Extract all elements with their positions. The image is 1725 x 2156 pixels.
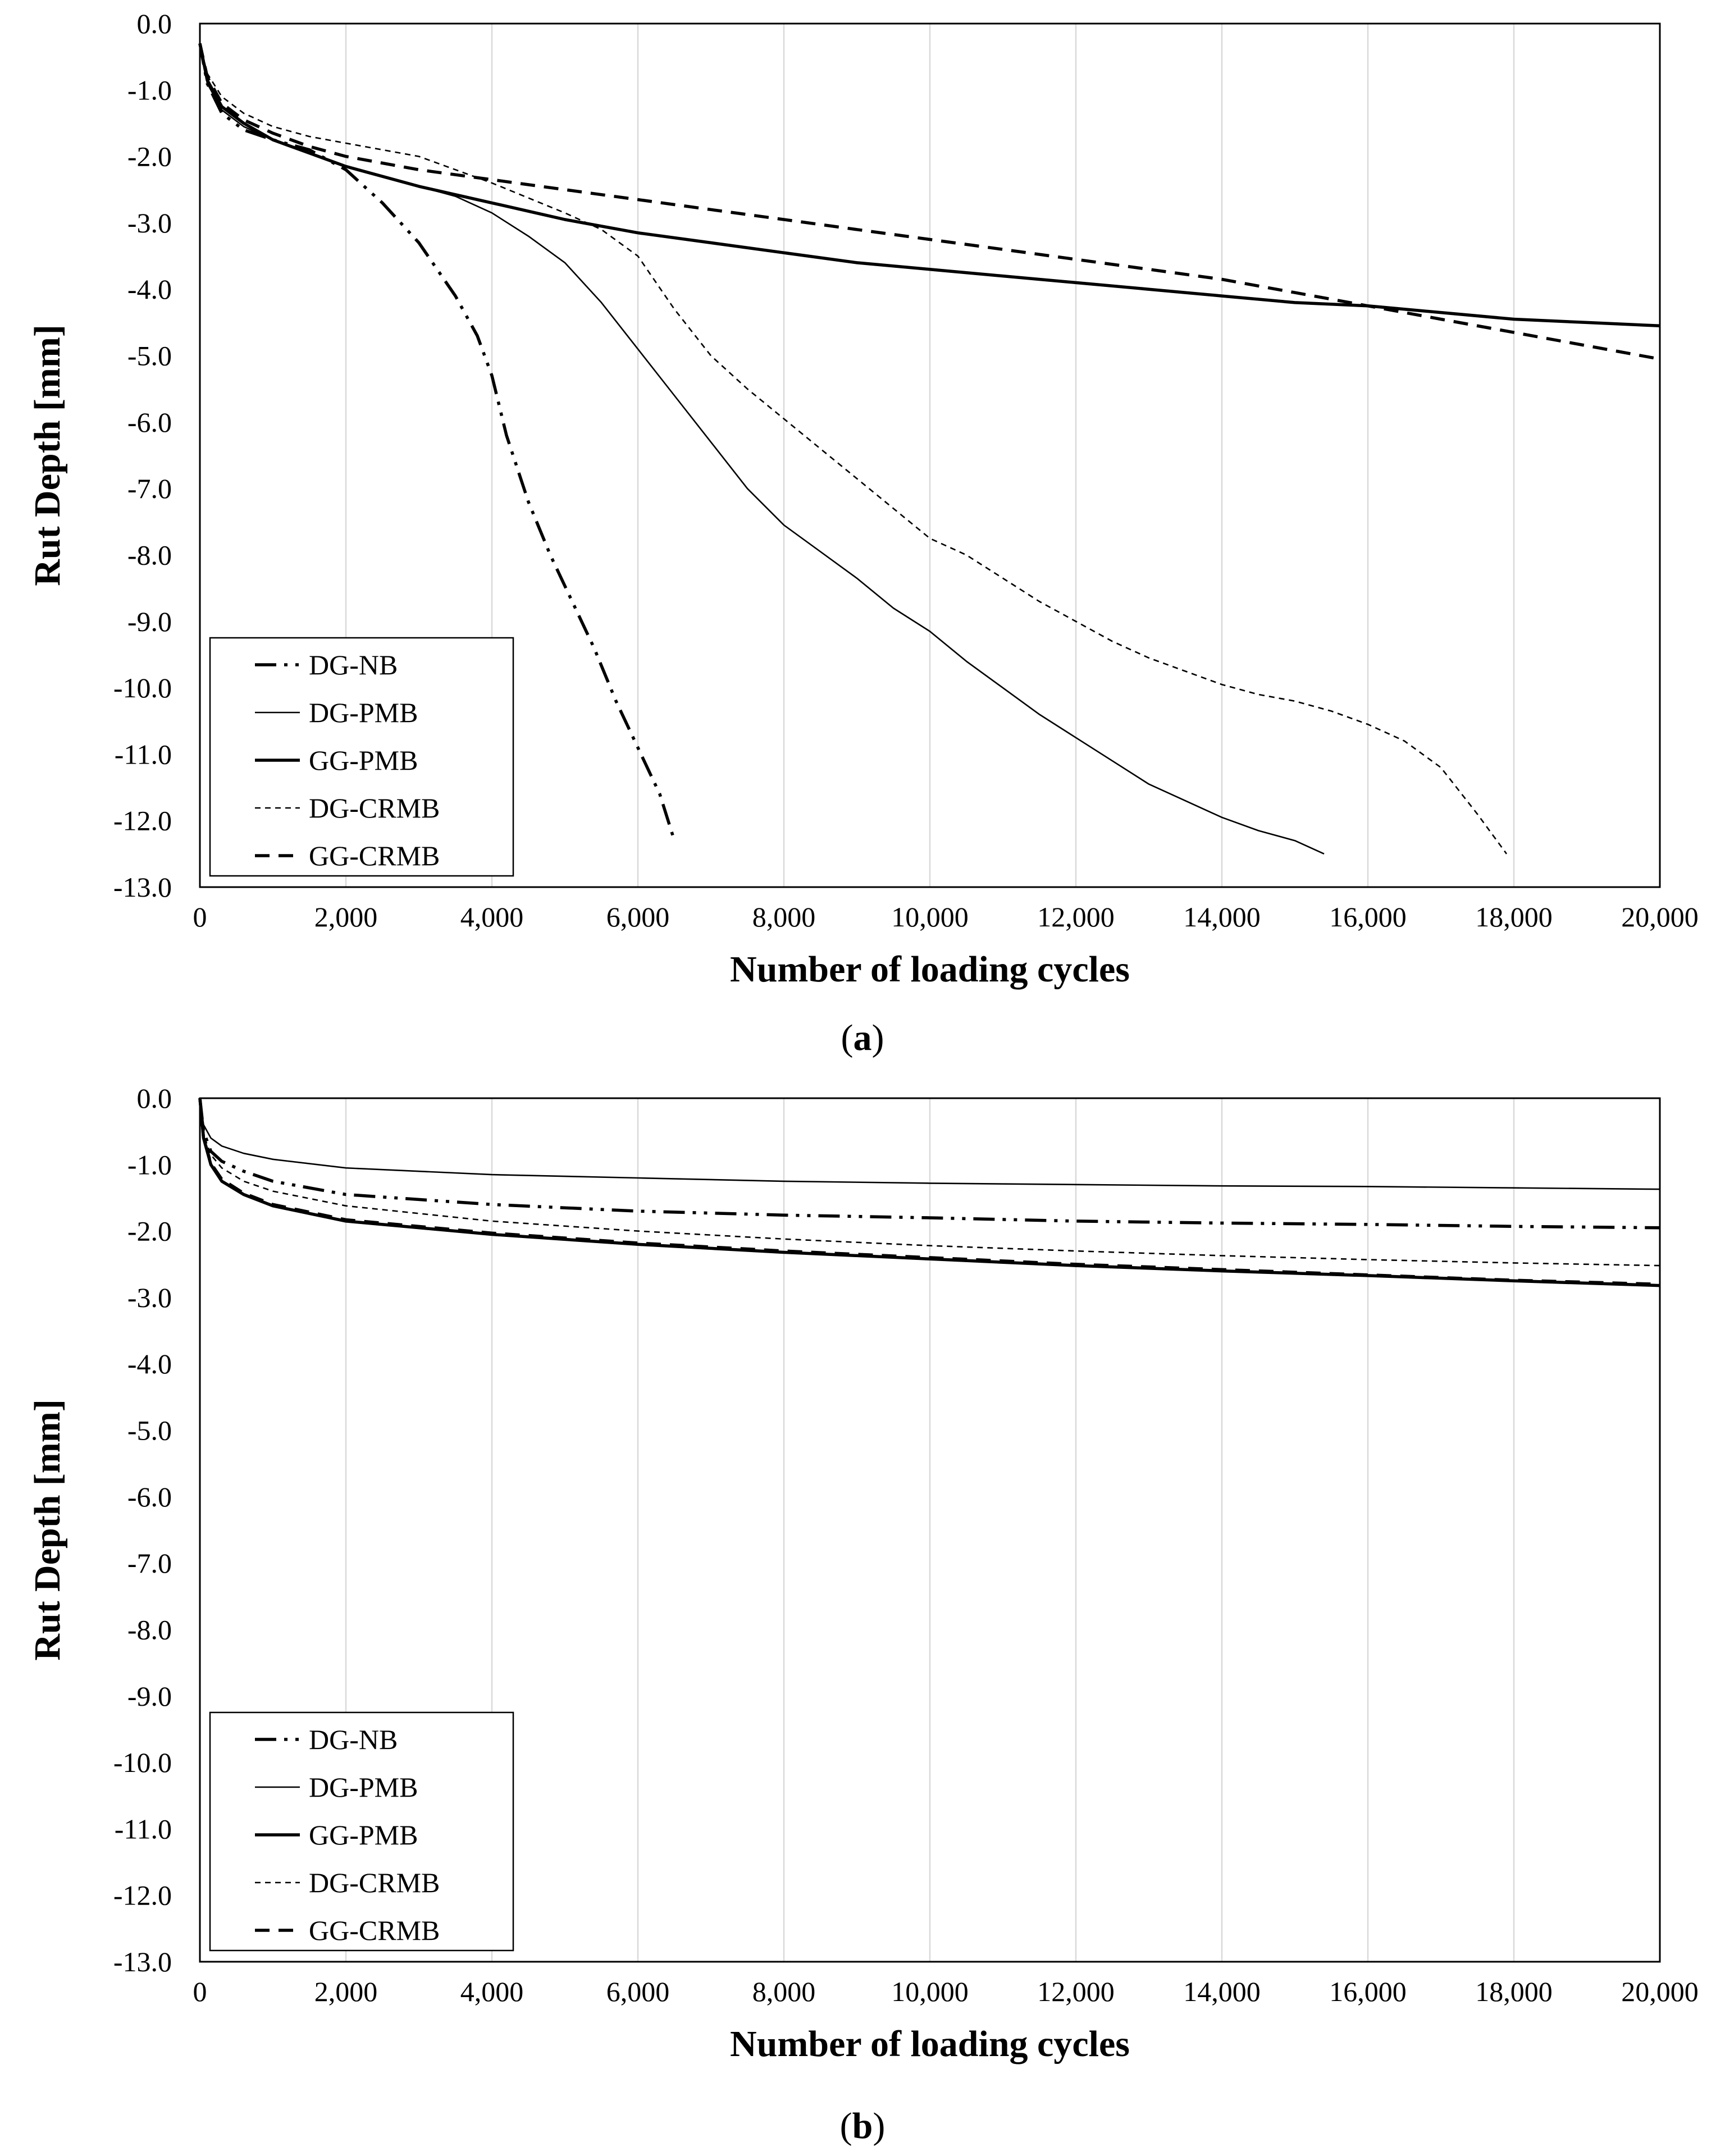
- y-tick-label: -5.0: [127, 340, 172, 372]
- y-tick-label: -3.0: [127, 207, 172, 239]
- legend-label-gg-pmb: GG-PMB: [309, 744, 418, 776]
- y-tick-label: -2.0: [127, 1216, 172, 1247]
- y-tick-label: -8.0: [127, 1614, 172, 1645]
- x-tick-label: 10,000: [891, 901, 969, 933]
- y-tick-label: -8.0: [127, 539, 172, 570]
- x-tick-label: 0: [193, 901, 207, 933]
- x-tick-label: 8,000: [752, 901, 816, 933]
- legend-label-dg-pmb: DG-PMB: [309, 697, 418, 728]
- y-tick-label: -12.0: [113, 805, 172, 837]
- y-tick-label: -5.0: [127, 1415, 172, 1446]
- legend-label-dg-pmb: DG-PMB: [309, 1771, 418, 1803]
- x-tick-label: 2,000: [314, 1976, 378, 2007]
- legend-label-dg-crmb: DG-CRMB: [309, 1867, 440, 1898]
- series-line-dg-crmb: [199, 43, 1508, 855]
- x-tick-label: 12,000: [1037, 901, 1115, 933]
- y-tick-label: -13.0: [113, 871, 172, 903]
- chart-panel-a: 0 2,000 4,000 6,000 8,000 10,000 12,000 14,000 1…: [27, 8, 1699, 990]
- legend-label-dg-crmb: DG-CRMB: [309, 792, 440, 824]
- x-tick-label: 16,000: [1329, 901, 1407, 933]
- panel-label-b: (b): [840, 2105, 886, 2146]
- y-tick-label: -3.0: [127, 1282, 172, 1313]
- legend-label-gg-crmb: GG-CRMB: [309, 840, 440, 871]
- y-axis-title: Rut Depth [mm]: [27, 1399, 68, 1661]
- x-tick-label: 4,000: [460, 1976, 524, 2007]
- x-axis-title: Number of loading cycles: [730, 949, 1130, 990]
- y-tick-label: -11.0: [115, 1813, 172, 1844]
- legend-label-dg-nb: DG-NB: [309, 649, 398, 680]
- y-tick-label: -1.0: [127, 74, 172, 106]
- y-tick-label: -10.0: [113, 672, 172, 704]
- x-axis-title: Number of loading cycles: [730, 2023, 1130, 2064]
- y-tick-label: -1.0: [127, 1149, 172, 1180]
- y-tick-label: -9.0: [127, 1680, 172, 1712]
- x-tick-label: 8,000: [752, 1976, 816, 2007]
- x-tick-label: 14,000: [1183, 901, 1261, 933]
- plot-frame: [199, 1097, 1661, 1963]
- legend-label-gg-pmb: GG-PMB: [309, 1819, 418, 1851]
- series-line-dg-crmb: [199, 1098, 1660, 1267]
- x-tick-label: 18,000: [1475, 901, 1553, 933]
- series-line-dg-nb: [198, 43, 676, 842]
- y-tick-label: -4.0: [127, 1348, 172, 1380]
- series-line-dg-pmb: [199, 1098, 1660, 1190]
- y-tick-label: -9.0: [127, 606, 172, 637]
- x-tick-label: 4,000: [460, 901, 524, 933]
- series-line-gg-crmb: [198, 1098, 1660, 1286]
- y-tick-label: -6.0: [127, 406, 172, 438]
- series-line-gg-crmb: [198, 43, 1660, 361]
- y-tick-label: -10.0: [113, 1747, 172, 1778]
- plot-frame: [199, 22, 1661, 888]
- y-tick-label: -4.0: [127, 273, 172, 305]
- legend-box: [209, 637, 514, 877]
- series-line-dg-nb: [198, 1098, 1660, 1230]
- x-tick-label: 12,000: [1037, 1976, 1115, 2007]
- y-tick-label: 0.0: [137, 8, 172, 39]
- legend-label-dg-nb: DG-NB: [309, 1724, 398, 1755]
- y-tick-label: -7.0: [127, 1547, 172, 1579]
- y-axis-title: Rut Depth [mm]: [27, 325, 68, 586]
- x-tick-label: 18,000: [1475, 1976, 1553, 2007]
- y-tick-label: -6.0: [127, 1481, 172, 1513]
- y-tick-label: -13.0: [113, 1946, 172, 1977]
- chart-panel-b: 0 2,000 4,000 6,000 8,000 10,000 12,000 14,000 1…: [27, 1082, 1699, 2064]
- x-tick-label: 0: [193, 1976, 207, 2007]
- x-tick-label: 10,000: [891, 1976, 969, 2007]
- y-tick-label: -11.0: [115, 738, 172, 770]
- x-tick-label: 20,000: [1621, 901, 1699, 933]
- x-tick-label: 6,000: [606, 901, 670, 933]
- x-tick-label: 14,000: [1183, 1976, 1261, 2007]
- y-tick-label: -12.0: [113, 1880, 172, 1911]
- y-tick-label: 0.0: [137, 1082, 172, 1114]
- x-tick-label: 2,000: [314, 901, 378, 933]
- x-tick-label: 20,000: [1621, 1976, 1699, 2007]
- legend-label-gg-crmb: GG-CRMB: [309, 1915, 440, 1946]
- x-tick-label: 6,000: [606, 1976, 670, 2007]
- x-tick-label: 16,000: [1329, 1976, 1407, 2007]
- panel-label-a: (a): [841, 1017, 884, 1058]
- y-tick-label: -7.0: [127, 473, 172, 504]
- y-tick-label: -2.0: [127, 141, 172, 172]
- legend-box: [209, 1711, 514, 1952]
